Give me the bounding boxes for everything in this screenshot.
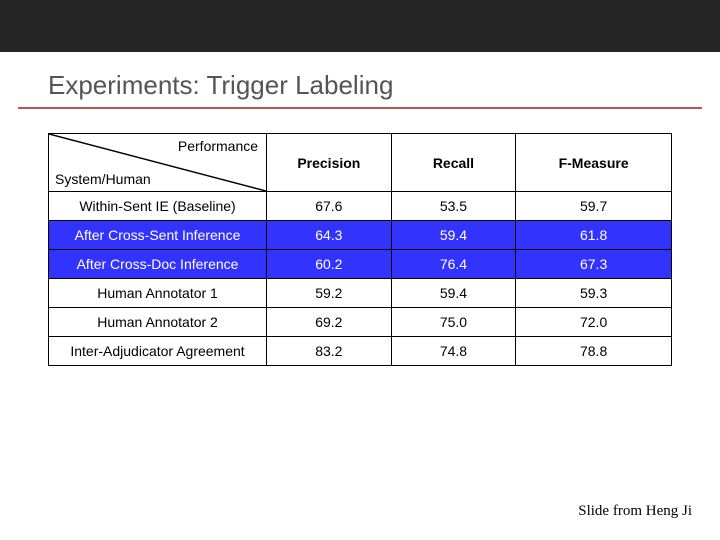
fmeasure-cell: 72.0 [516,308,672,337]
precision-cell: 59.2 [267,279,392,308]
results-table: Performance System/Human Precision Recal… [48,133,672,366]
fmeasure-cell: 59.7 [516,192,672,221]
diagonal-bottom-label: System/Human [55,171,151,187]
slide-credit: Slide from Heng Ji [578,503,692,520]
fmeasure-cell: 78.8 [516,337,672,366]
precision-cell: 83.2 [267,337,392,366]
recall-cell: 59.4 [391,221,516,250]
row-label-cell: Within-Sent IE (Baseline) [49,192,267,221]
column-header-precision: Precision [267,134,392,192]
precision-cell: 67.6 [267,192,392,221]
recall-cell: 59.4 [391,279,516,308]
precision-cell: 69.2 [267,308,392,337]
column-header-recall: Recall [391,134,516,192]
recall-cell: 75.0 [391,308,516,337]
recall-cell: 74.8 [391,337,516,366]
row-label-cell: Human Annotator 1 [49,279,267,308]
row-label-cell: After Cross-Doc Inference [49,250,267,279]
fmeasure-cell: 59.3 [516,279,672,308]
precision-cell: 60.2 [267,250,392,279]
table-row: Within-Sent IE (Baseline)67.653.559.7 [49,192,672,221]
table-row: Human Annotator 159.259.459.3 [49,279,672,308]
table-row: Human Annotator 269.275.072.0 [49,308,672,337]
diagonal-top-label: Performance [178,138,258,154]
row-label-cell: Human Annotator 2 [49,308,267,337]
top-bar [0,0,720,52]
table-row: Inter-Adjudicator Agreement83.274.878.8 [49,337,672,366]
table-row: After Cross-Sent Inference64.359.461.8 [49,221,672,250]
table-row: After Cross-Doc Inference60.276.467.3 [49,250,672,279]
row-label-cell: After Cross-Sent Inference [49,221,267,250]
precision-cell: 64.3 [267,221,392,250]
fmeasure-cell: 61.8 [516,221,672,250]
recall-cell: 76.4 [391,250,516,279]
table-container: Performance System/Human Precision Recal… [0,109,720,366]
recall-cell: 53.5 [391,192,516,221]
fmeasure-cell: 67.3 [516,250,672,279]
diagonal-header-cell: Performance System/Human [49,134,267,192]
table-header-row: Performance System/Human Precision Recal… [49,134,672,192]
slide-title: Experiments: Trigger Labeling [18,52,702,109]
row-label-cell: Inter-Adjudicator Agreement [49,337,267,366]
column-header-fmeasure: F-Measure [516,134,672,192]
